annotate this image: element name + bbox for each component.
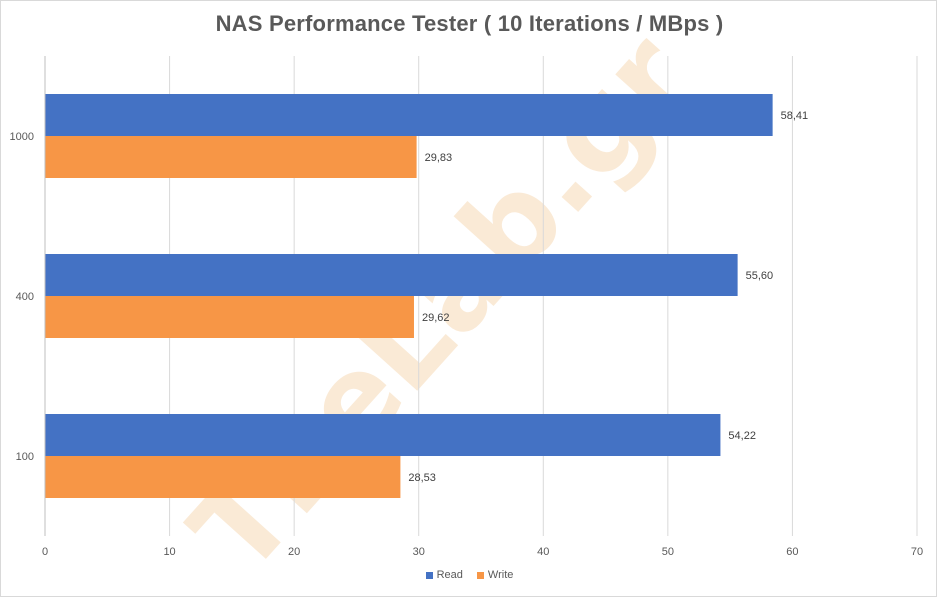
axis-layer: 0 10 20 30 40 50 60 70 1000 400 100 — [10, 56, 923, 558]
x-tick-label: 50 — [662, 546, 674, 558]
bars-layer — [45, 94, 773, 498]
bar-write-100 — [45, 456, 401, 498]
data-label-read-1000: 58,41 — [781, 110, 809, 122]
x-tick-label: 60 — [786, 546, 798, 558]
bar-read-400 — [45, 254, 738, 296]
x-tick-label: 70 — [911, 546, 923, 558]
x-tick-label: 20 — [288, 546, 300, 558]
chart-title: NAS Performance Tester ( 10 Iterations /… — [215, 11, 724, 36]
labels-layer: 58,41 29,83 55,60 29,62 54,22 28,53 — [408, 110, 808, 484]
legend: Read Write — [1, 569, 937, 581]
legend-item-read: Read — [425, 569, 463, 581]
bar-write-400 — [45, 296, 414, 338]
legend-swatch-write — [476, 571, 484, 579]
x-tick-label: 40 — [537, 546, 549, 558]
category-label: 1000 — [10, 131, 34, 143]
x-tick-label: 0 — [42, 546, 48, 558]
x-tick-label: 30 — [413, 546, 425, 558]
category-label: 100 — [16, 451, 34, 463]
data-label-write-1000: 29,83 — [425, 152, 453, 164]
x-tick-label: 10 — [163, 546, 175, 558]
data-label-write-400: 29,62 — [422, 312, 450, 324]
category-label: 400 — [16, 291, 34, 303]
data-label-read-100: 54,22 — [728, 430, 756, 442]
legend-label-write: Write — [487, 569, 514, 581]
legend-swatch-read — [425, 571, 433, 579]
bar-write-1000 — [45, 136, 417, 178]
legend-item-write: Write — [476, 569, 514, 581]
data-label-read-400: 55,60 — [746, 270, 774, 282]
data-label-write-100: 28,53 — [408, 472, 436, 484]
legend-label-read: Read — [436, 569, 463, 581]
bar-read-1000 — [45, 94, 773, 136]
bar-read-100 — [45, 414, 721, 456]
